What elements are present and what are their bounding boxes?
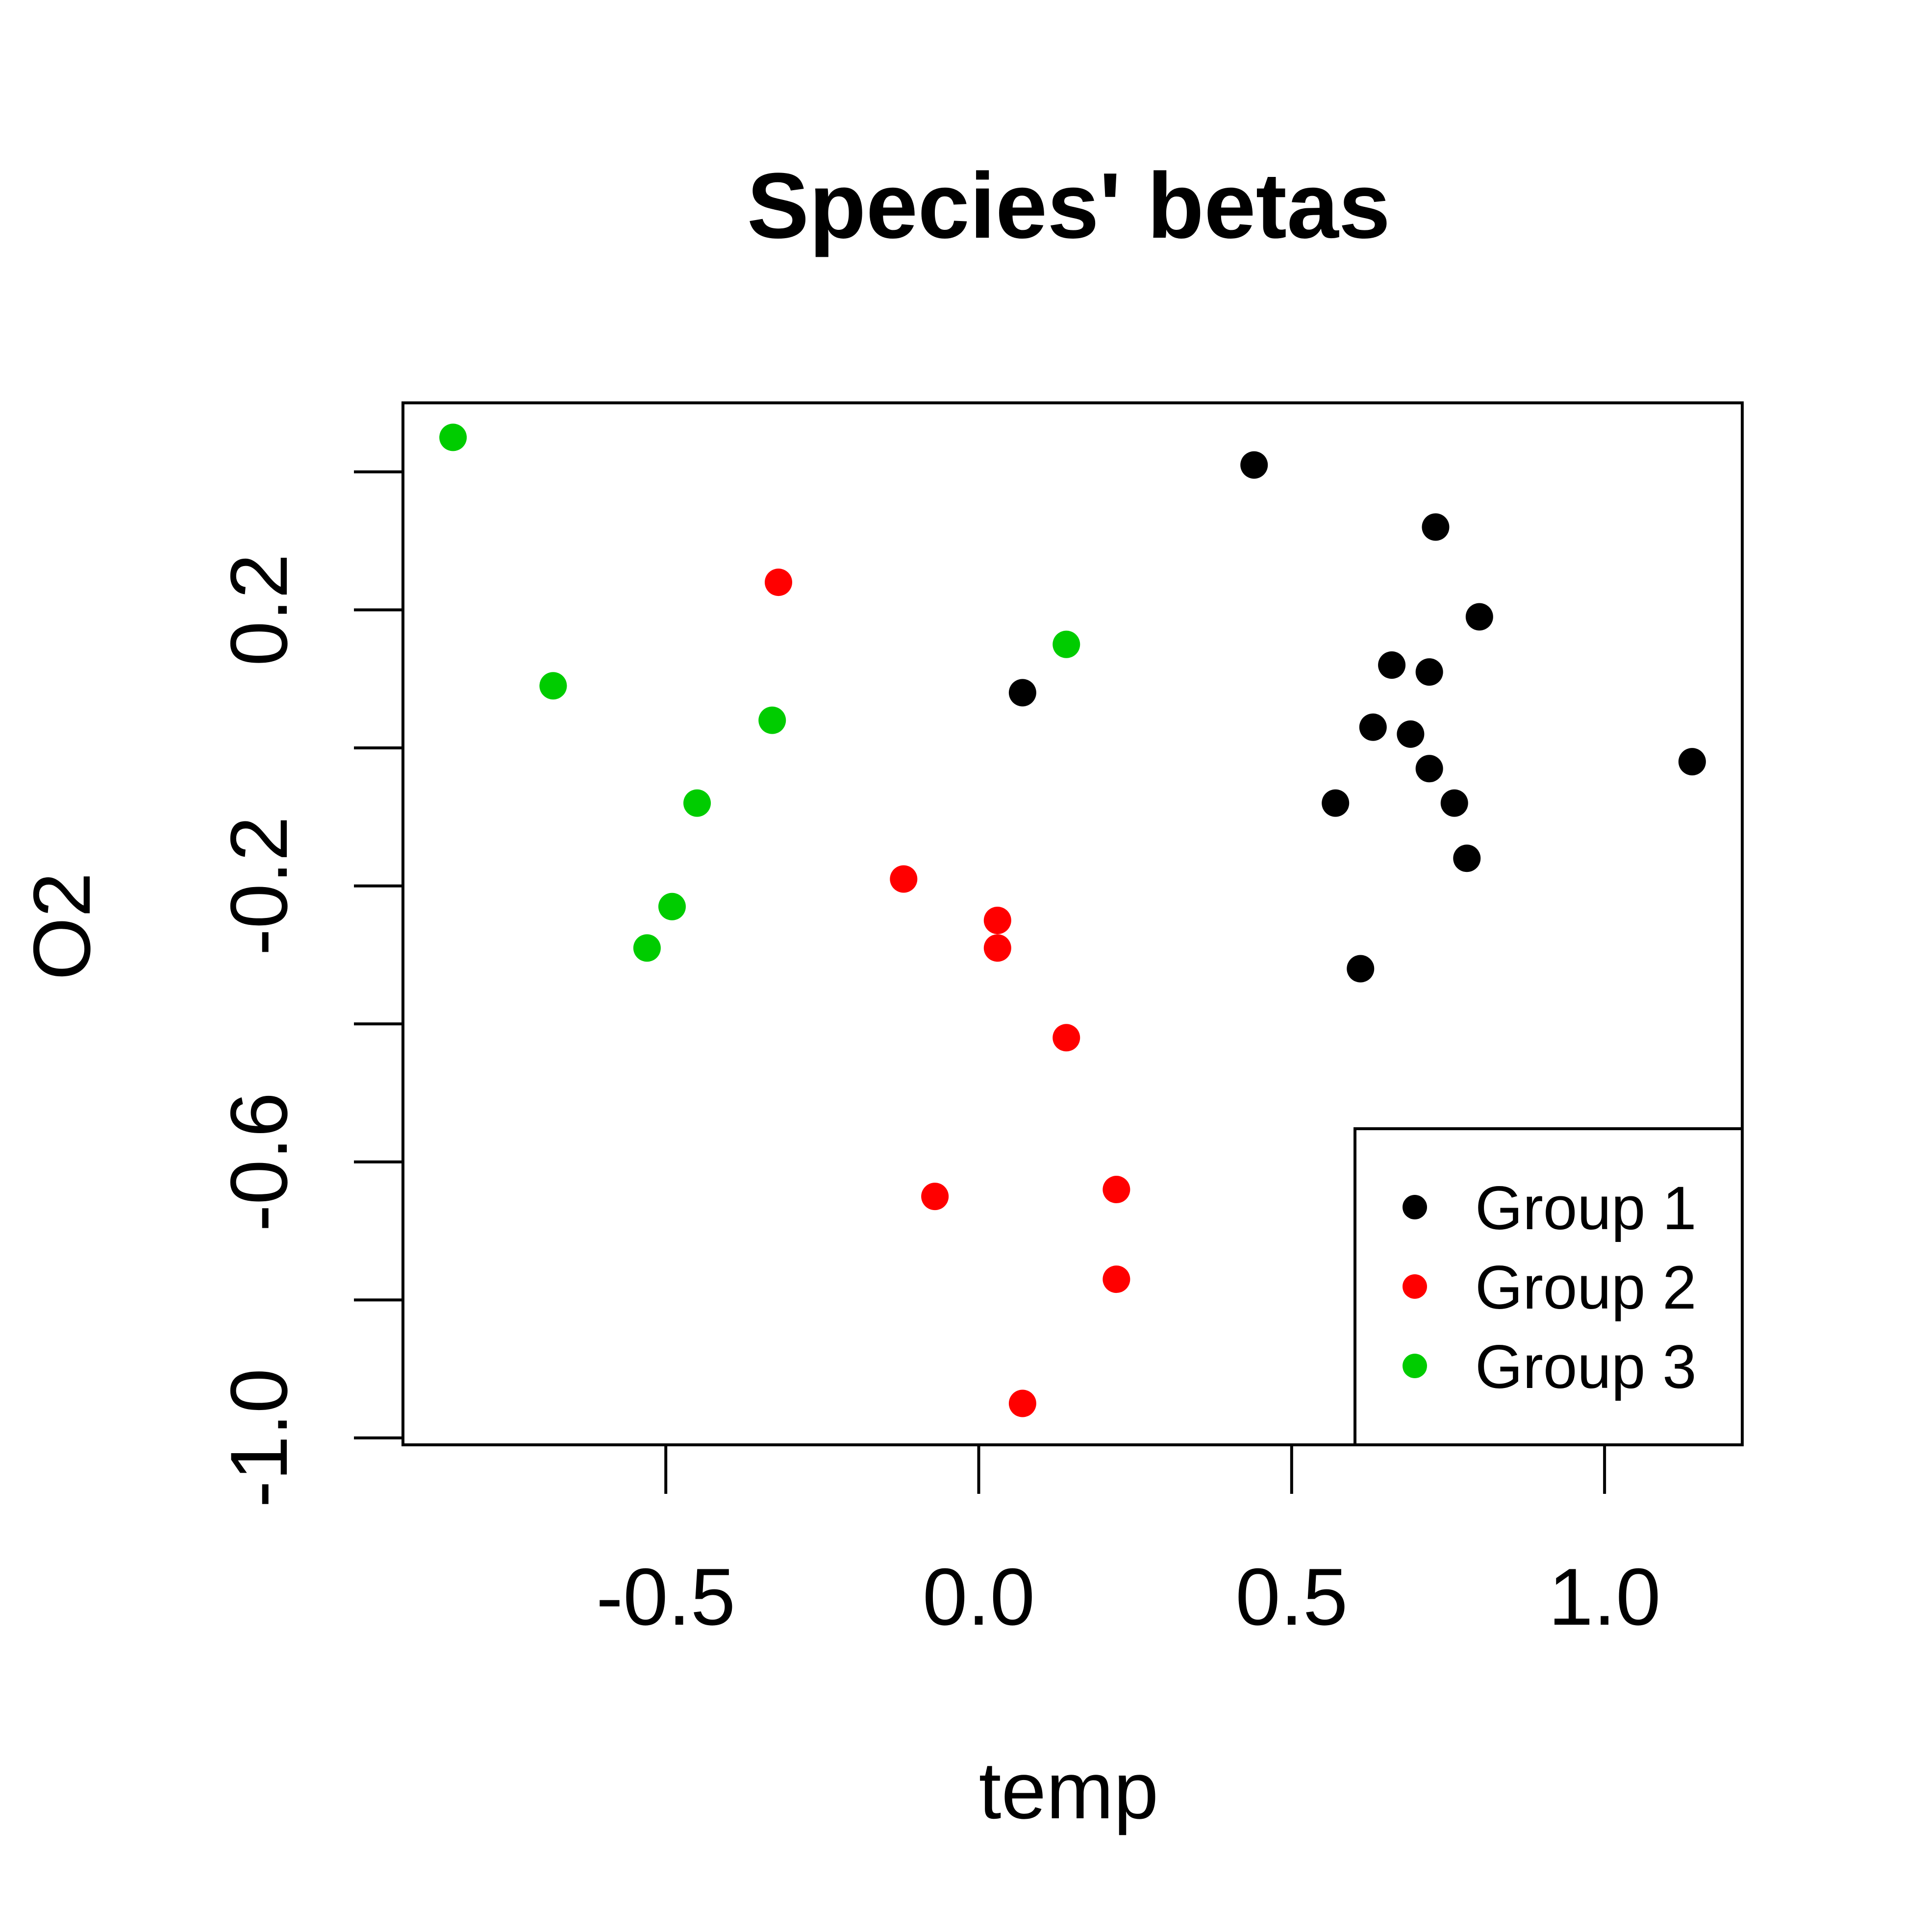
point-group-2: [983, 906, 1011, 934]
point-group-1: [1415, 755, 1443, 783]
chart-title: Species' betas: [747, 154, 1391, 258]
y-axis-label: O2: [17, 872, 107, 980]
y-tick-label: -1.0: [214, 1368, 304, 1508]
y-axis: -1.0 -0.6 -0.2 0.2: [214, 470, 404, 1508]
y-tick-label: -0.6: [214, 1092, 304, 1232]
legend-label: Group 1: [1475, 1174, 1697, 1242]
point-group-1: [1008, 679, 1036, 707]
point-group-3: [1053, 630, 1080, 658]
point-group-1: [1378, 651, 1406, 679]
point-group-1: [1397, 720, 1425, 748]
legend-label: Group 3: [1475, 1333, 1697, 1401]
point-group-1: [1347, 955, 1375, 983]
point-group-1: [1322, 789, 1350, 817]
x-tick-label: 0.5: [1235, 1552, 1348, 1642]
data-points: [439, 423, 1706, 1417]
point-group-2: [921, 1183, 949, 1211]
point-group-1: [1240, 451, 1268, 479]
x-tick-label: -0.5: [596, 1552, 735, 1642]
legend-marker: [1403, 1195, 1427, 1219]
point-group-1: [1453, 844, 1481, 872]
point-group-2: [983, 934, 1011, 962]
point-group-1: [1678, 748, 1706, 776]
point-group-3: [633, 934, 661, 962]
point-group-1: [1440, 789, 1468, 817]
point-group-2: [1053, 1024, 1080, 1052]
point-group-1: [1465, 603, 1493, 631]
legend-marker: [1403, 1354, 1427, 1378]
y-tick-label: 0.2: [214, 554, 304, 666]
legend-label: Group 2: [1475, 1254, 1697, 1322]
point-group-3: [683, 789, 711, 817]
point-group-3: [539, 672, 567, 700]
point-group-3: [758, 706, 786, 734]
legend-marker: [1403, 1274, 1427, 1299]
point-group-2: [1008, 1389, 1036, 1417]
x-tick-label: 0.0: [923, 1552, 1035, 1642]
legend: Group 1 Group 2 Group 3: [1354, 1127, 1744, 1446]
point-group-2: [890, 865, 918, 893]
point-group-1: [1415, 658, 1443, 686]
point-group-2: [1103, 1265, 1130, 1293]
point-group-3: [658, 892, 686, 920]
x-tick-label: 1.0: [1548, 1552, 1660, 1642]
point-group-1: [1359, 713, 1387, 741]
point-group-2: [764, 569, 792, 596]
x-axis-label: temp: [979, 1745, 1159, 1835]
point-group-2: [1103, 1176, 1130, 1204]
y-tick-label: -0.2: [214, 816, 304, 955]
point-group-1: [1422, 513, 1450, 541]
point-group-3: [439, 423, 467, 451]
